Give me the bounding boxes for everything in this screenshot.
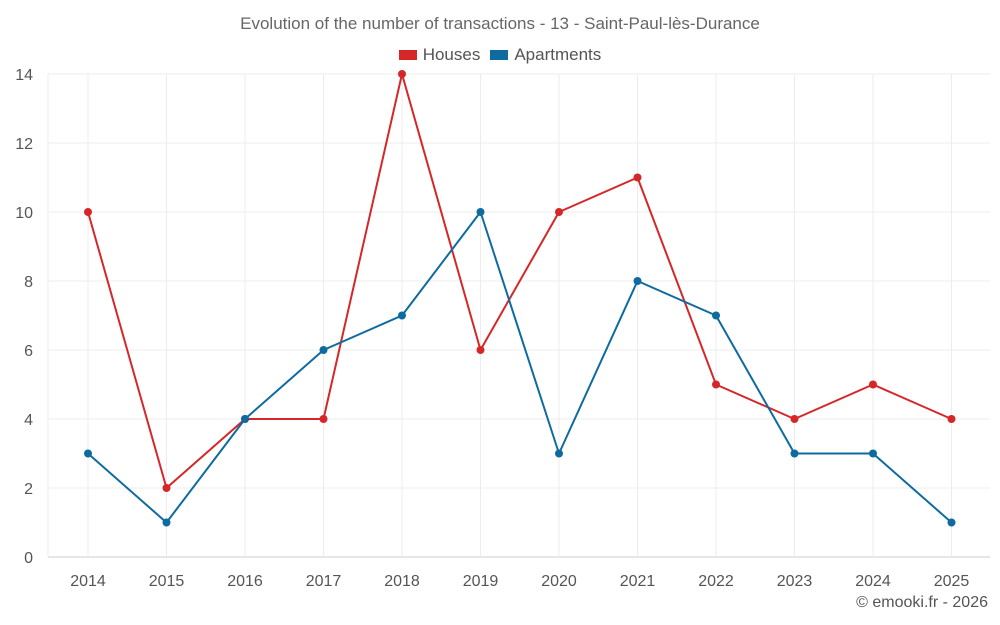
data-point-apartments [712, 311, 720, 320]
data-point-apartments [947, 518, 956, 527]
y-tick-label: 0 [24, 550, 33, 567]
x-tick-label: 2017 [306, 573, 342, 590]
x-tick-label: 2019 [463, 573, 499, 590]
series-line-apartments [87, 211, 953, 524]
credit: © emooki.fr - 2026 [856, 594, 988, 611]
data-point-houses [84, 208, 92, 216]
data-point-apartments [162, 518, 171, 527]
data-point-apartments [633, 277, 642, 285]
chart-title: Evolution of the number of transactions … [240, 14, 760, 33]
data-point-apartments [476, 208, 485, 216]
chart-legend: Houses Apartments [0, 45, 1000, 65]
data-point-houses [712, 380, 720, 389]
data-point-houses [555, 208, 563, 216]
x-tick-label: 2021 [620, 573, 656, 590]
x-tick-label: 2015 [149, 573, 185, 590]
data-point-apartments [84, 449, 92, 458]
legend-item-apartments[interactable]: Apartments [490, 45, 601, 65]
x-tick-label: 2022 [698, 573, 734, 590]
data-point-houses [633, 173, 642, 182]
data-point-apartments [555, 449, 563, 458]
legend-label-apartments: Apartments [514, 45, 602, 64]
data-point-apartments [790, 449, 799, 458]
legend-item-houses[interactable]: Houses [398, 45, 481, 65]
y-tick-label: 14 [15, 67, 33, 84]
y-tick-label: 4 [24, 412, 33, 429]
y-tick-label: 2 [24, 481, 33, 498]
y-tick-label: 12 [15, 136, 33, 153]
x-tick-label: 2023 [777, 573, 813, 590]
legend-swatch-houses [398, 50, 417, 60]
y-tick-label: 8 [24, 274, 33, 291]
data-point-apartments [319, 346, 328, 354]
series-line-houses [87, 73, 952, 489]
data-point-apartments [869, 449, 877, 458]
x-tick-label: 2025 [934, 573, 970, 590]
y-tick-label: 10 [15, 205, 33, 222]
data-point-houses [319, 415, 328, 423]
y-tick-label: 6 [24, 343, 33, 360]
legend-label-houses: Houses [422, 45, 481, 64]
x-tick-label: 2016 [227, 573, 263, 590]
data-point-apartments [241, 415, 249, 423]
data-point-houses [947, 415, 956, 423]
data-point-houses [398, 70, 406, 78]
x-tick-label: 2024 [855, 573, 891, 590]
data-point-apartments [398, 311, 406, 320]
x-tick-label: 2014 [70, 573, 106, 590]
x-tick-label: 2020 [541, 573, 577, 590]
data-point-houses [790, 415, 799, 423]
data-point-houses [476, 346, 485, 354]
data-point-houses [162, 484, 171, 492]
legend-swatch-apartments [490, 50, 509, 60]
x-tick-label: 2018 [384, 573, 420, 590]
data-point-houses [869, 380, 877, 389]
